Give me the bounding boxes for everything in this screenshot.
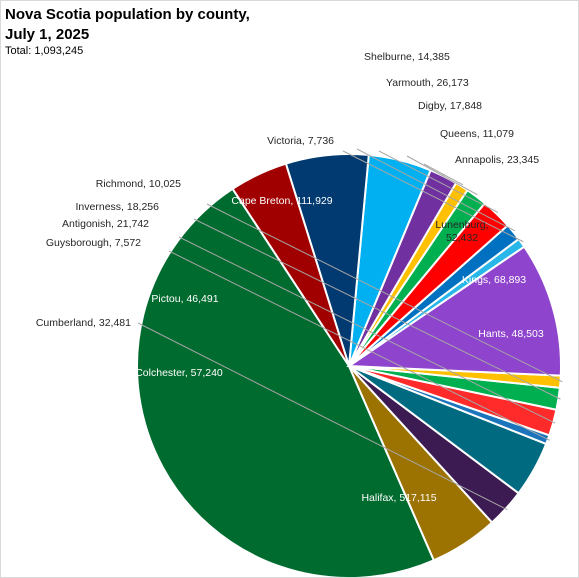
data-label-annapolis: Annapolis, 23,345 (455, 154, 539, 166)
data-label-lunenburg: Lunenburg, 52,432 (435, 219, 488, 244)
data-label-inverness: Inverness, 18,256 (76, 201, 160, 213)
data-label-antigonish: Antigonish, 21,742 (62, 218, 149, 230)
data-label-pictou: Pictou, 46,491 (151, 293, 218, 305)
leader-line-yarmouth (378, 150, 499, 213)
leader-line-victoria (342, 150, 524, 243)
leader-line-annapolis (441, 174, 445, 177)
pie-slice-cape-breton (345, 245, 562, 377)
pie-slice-hants (231, 162, 350, 367)
data-label-shelburne: Shelburne, 14,385 (364, 51, 450, 63)
leader-line-antigonish (178, 236, 556, 424)
data-label-guysborough: Guysborough, 7,572 (46, 237, 141, 249)
data-label-hants: Hants, 48,503 (478, 328, 544, 340)
data-label-cumberland: Cumberland, 32,481 (36, 317, 131, 329)
chart-subtitle: Total: 1,093,245 (5, 45, 84, 57)
leader-line-shelburne (356, 148, 516, 232)
data-label-queens: Queens, 11,079 (440, 128, 514, 140)
leader-line-inverness (193, 218, 561, 400)
data-label-kings: Kings, 68,893 (462, 274, 526, 286)
leader-line-cumberland (137, 322, 508, 511)
leader-line-richmond (206, 203, 563, 383)
data-label-yarmouth: Yarmouth, 26,173 (386, 77, 469, 89)
leader-line-queens (423, 163, 464, 186)
data-label-halifax: Halifax, 517,115 (361, 492, 436, 504)
data-label-digby: Digby, 17,848 (418, 100, 482, 112)
leader-line-guysborough (168, 250, 550, 441)
data-label-colchester: Colchester, 57,240 (135, 367, 223, 379)
data-label-victoria: Victoria, 7,736 (267, 135, 334, 147)
data-label-richmond: Richmond, 10,025 (96, 178, 181, 190)
data-label-cape-breton: Cape Breton, 111,929 (231, 195, 332, 207)
chart-title: Nova Scotia population by county, July 1… (5, 6, 250, 43)
